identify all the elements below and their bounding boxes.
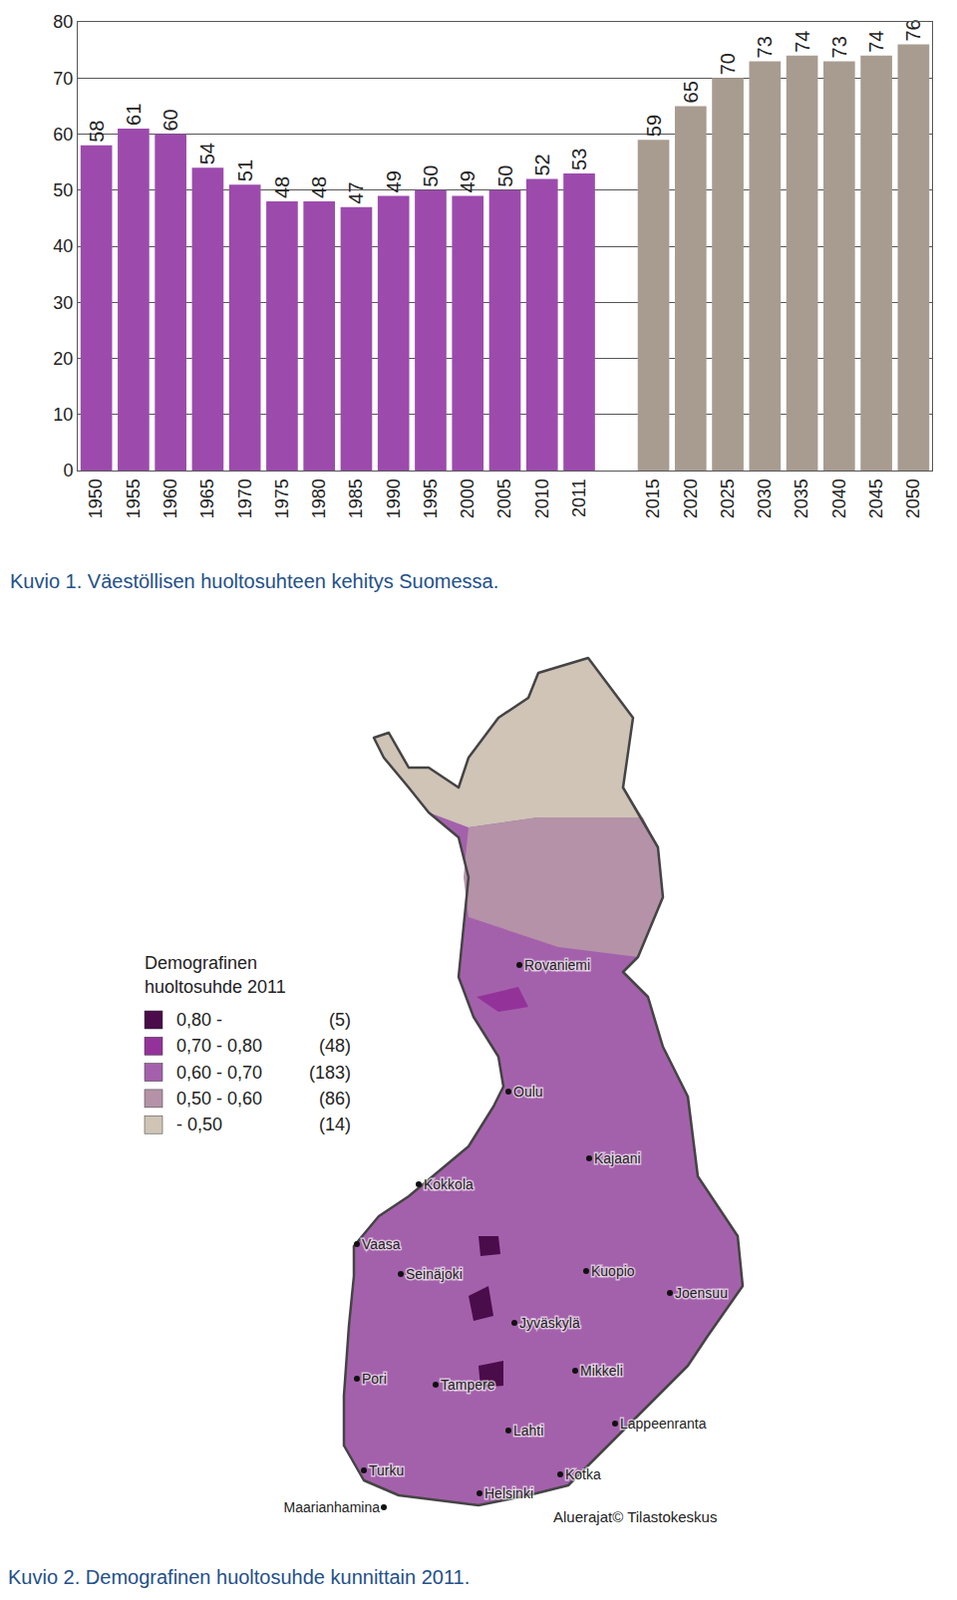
svg-text:1985: 1985 <box>345 478 366 519</box>
svg-text:Turku: Turku <box>368 1462 404 1479</box>
svg-text:60: 60 <box>52 124 73 145</box>
svg-text:54: 54 <box>196 142 219 165</box>
svg-text:20: 20 <box>52 348 73 369</box>
svg-text:(183): (183) <box>309 1062 351 1083</box>
svg-text:huoltosuhde 2011: huoltosuhde 2011 <box>144 976 287 997</box>
svg-text:1960: 1960 <box>160 478 181 519</box>
svg-text:2011: 2011 <box>569 478 590 518</box>
svg-text:Vaasa: Vaasa <box>361 1236 401 1253</box>
svg-text:1995: 1995 <box>420 478 441 519</box>
svg-text:30: 30 <box>52 293 73 314</box>
svg-text:0,50 - 0,60: 0,50 - 0,60 <box>176 1088 263 1109</box>
svg-text:59: 59 <box>642 114 665 137</box>
svg-text:(5): (5) <box>328 1009 351 1030</box>
svg-text:Kotka: Kotka <box>565 1466 602 1483</box>
svg-text:Helsinki: Helsinki <box>484 1485 534 1502</box>
svg-text:Pori: Pori <box>361 1370 387 1387</box>
svg-text:49: 49 <box>456 170 479 193</box>
svg-text:80: 80 <box>52 11 73 32</box>
svg-text:0,80 -: 0,80 - <box>176 1009 223 1030</box>
svg-text:1950: 1950 <box>85 478 106 519</box>
svg-text:Kokkola: Kokkola <box>423 1176 474 1193</box>
svg-text:Rovaniemi: Rovaniemi <box>524 957 591 973</box>
svg-text:53: 53 <box>568 148 591 171</box>
svg-text:0,70 - 0,80: 0,70 - 0,80 <box>176 1035 263 1056</box>
svg-text:Demografinen: Demografinen <box>144 953 258 973</box>
svg-text:2015: 2015 <box>642 478 663 519</box>
svg-text:- 0,50: - 0,50 <box>176 1114 223 1135</box>
svg-text:2025: 2025 <box>717 478 738 519</box>
svg-text:Lahti: Lahti <box>513 1422 544 1439</box>
svg-text:76: 76 <box>902 18 925 41</box>
svg-text:Aluerajat© Tilastokeskus: Aluerajat© Tilastokeskus <box>553 1508 717 1526</box>
svg-text:2000: 2000 <box>457 478 478 519</box>
svg-text:Oulu: Oulu <box>513 1083 544 1100</box>
svg-text:70: 70 <box>52 68 73 89</box>
svg-text:2040: 2040 <box>829 478 850 519</box>
svg-text:50: 50 <box>494 165 517 188</box>
svg-text:Kajaani: Kajaani <box>594 1150 641 1167</box>
svg-text:Kuvio 1. Väestöllisen huoltosu: Kuvio 1. Väestöllisen huoltosuhteen kehi… <box>9 570 499 593</box>
svg-text:51: 51 <box>234 159 257 182</box>
svg-text:1990: 1990 <box>383 478 404 519</box>
svg-text:(14): (14) <box>319 1114 351 1135</box>
svg-text:0,60 - 0,70: 0,60 - 0,70 <box>176 1062 263 1083</box>
svg-text:Kuvio 2. Demografinen huoltosu: Kuvio 2. Demografinen huoltosuhde kunnit… <box>7 1566 470 1589</box>
svg-text:47: 47 <box>344 181 367 204</box>
svg-text:2045: 2045 <box>866 478 887 519</box>
svg-text:49: 49 <box>382 170 405 193</box>
svg-text:1970: 1970 <box>235 478 256 519</box>
svg-text:60: 60 <box>159 108 182 131</box>
svg-text:2020: 2020 <box>680 478 701 519</box>
svg-text:1975: 1975 <box>272 478 293 519</box>
svg-text:(86): (86) <box>319 1088 351 1109</box>
svg-text:Maarianhamina: Maarianhamina <box>284 1499 381 1516</box>
svg-text:Jyväskylä: Jyväskylä <box>519 1314 581 1331</box>
svg-text:2030: 2030 <box>754 478 775 519</box>
svg-text:Joensuu: Joensuu <box>674 1284 728 1301</box>
svg-text:0: 0 <box>62 460 73 481</box>
svg-text:2005: 2005 <box>494 478 515 519</box>
svg-text:Tampere: Tampere <box>440 1376 496 1393</box>
svg-text:74: 74 <box>791 30 814 53</box>
svg-text:1965: 1965 <box>197 478 218 519</box>
svg-text:52: 52 <box>531 153 554 176</box>
svg-text:10: 10 <box>52 404 73 425</box>
svg-text:50: 50 <box>52 180 73 201</box>
svg-text:Seinäjoki: Seinäjoki <box>405 1266 463 1282</box>
svg-text:50: 50 <box>419 165 442 188</box>
svg-text:65: 65 <box>679 80 702 103</box>
svg-text:1955: 1955 <box>123 478 144 519</box>
svg-text:48: 48 <box>271 176 294 199</box>
svg-text:Mikkeli: Mikkeli <box>580 1362 624 1379</box>
svg-text:Lappeenranta: Lappeenranta <box>620 1415 707 1432</box>
svg-text:70: 70 <box>716 52 739 75</box>
svg-text:73: 73 <box>828 35 851 58</box>
svg-text:2050: 2050 <box>903 478 924 519</box>
svg-text:2010: 2010 <box>532 478 553 519</box>
svg-text:73: 73 <box>753 35 776 58</box>
svg-text:61: 61 <box>122 103 145 126</box>
svg-text:Kuopio: Kuopio <box>591 1263 636 1279</box>
svg-text:40: 40 <box>52 236 73 257</box>
svg-text:58: 58 <box>85 120 108 143</box>
svg-text:1980: 1980 <box>309 478 329 519</box>
svg-text:(48): (48) <box>319 1035 351 1056</box>
svg-text:48: 48 <box>308 176 330 199</box>
svg-text:74: 74 <box>865 30 888 53</box>
svg-text:2035: 2035 <box>791 478 812 519</box>
